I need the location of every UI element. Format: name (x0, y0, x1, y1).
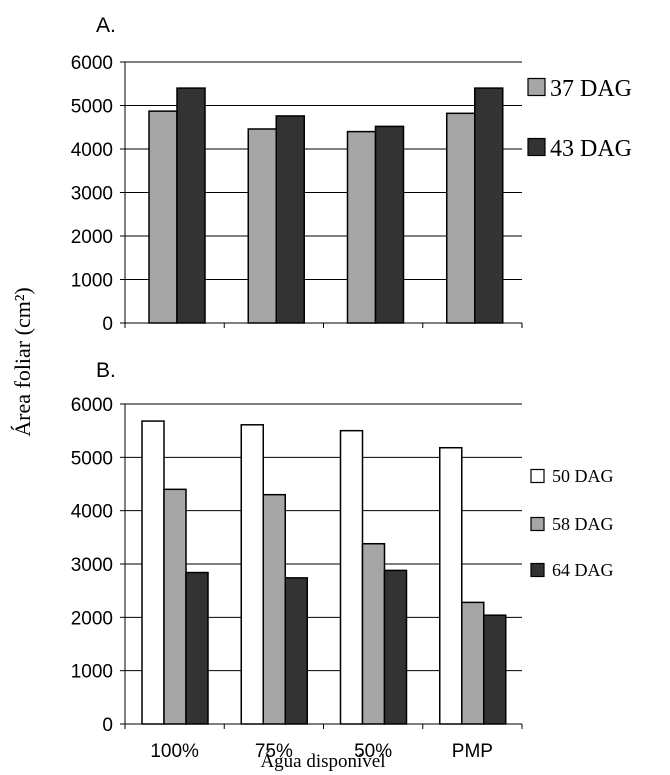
bar-64-dag-100pct (185, 571, 209, 725)
bar-58-dag-pmp (461, 601, 485, 725)
bar-58-dag-50pct (361, 542, 386, 725)
y-tick-label: 1000 (71, 271, 113, 292)
legend-swatch (530, 516, 545, 532)
category-label: 75% (255, 741, 293, 762)
bar-58-dag-100pct (163, 488, 187, 725)
legend-swatch (527, 137, 546, 157)
bar-43-dag-100pct (176, 87, 206, 324)
legend-swatch (530, 562, 545, 578)
y-tick-label: 3000 (71, 184, 113, 205)
legend-label: 43 DAG (550, 136, 632, 162)
legend-label: 64 DAG (552, 560, 614, 580)
bar-64-dag-pmp (483, 614, 507, 725)
y-tick-label: 6000 (71, 53, 113, 74)
bar-50-dag-pmp (439, 446, 463, 725)
y-tick-label: 3000 (71, 555, 113, 576)
bar-43-dag-pmp (474, 87, 504, 324)
legend-label: 50 DAG (552, 466, 614, 486)
legend-label: 58 DAG (552, 514, 614, 534)
bar-43-dag-50pct (374, 125, 405, 324)
legend-label: 37 DAG (550, 76, 632, 102)
y-tick-label: 4000 (71, 502, 113, 523)
bar-37-dag-pmp (446, 112, 476, 324)
bar-37-dag-50pct (346, 130, 377, 324)
bar-37-dag-100pct (148, 110, 178, 324)
y-tick-label: 2000 (71, 608, 113, 629)
y-tick-label: 5000 (71, 97, 113, 118)
panel-label: A. (96, 14, 116, 37)
bar-64-dag-75pct (284, 577, 308, 725)
y-tick-label: 0 (102, 715, 113, 736)
y-tick-label: 1000 (71, 662, 113, 683)
bar-50-dag-50pct (339, 429, 364, 725)
panel-a: A. 0 1000 2000 3000 4000 5000 6000 37 DAG 43 DAG (71, 14, 632, 335)
y-tick-label: 2000 (71, 227, 113, 248)
category-label: 100% (150, 741, 199, 762)
bar-50-dag-100pct (141, 420, 165, 725)
panel-label: B. (96, 359, 116, 382)
bar-43-dag-75pct (275, 115, 305, 324)
y-tick-label: 6000 (71, 395, 113, 416)
bar-64-dag-50pct (383, 569, 408, 725)
bar-50-dag-75pct (240, 424, 264, 725)
category-label: 50% (354, 741, 392, 762)
y-axis-title: Área foliar (cm²) (10, 287, 35, 437)
legend-swatch (530, 468, 545, 484)
y-tick-label: 5000 (71, 448, 113, 469)
panel-b: B. 0 1000 2000 3000 4000 5000 6000 100% 75% 50% PMP… (71, 359, 614, 762)
y-tick-label: 0 (102, 314, 113, 335)
x-axis-title: Água disponível (260, 750, 385, 772)
category-label: PMP (452, 741, 493, 762)
bar-58-dag-75pct (262, 493, 286, 725)
legend-swatch (527, 77, 546, 97)
y-tick-label: 4000 (71, 140, 113, 161)
bar-37-dag-75pct (247, 128, 277, 324)
